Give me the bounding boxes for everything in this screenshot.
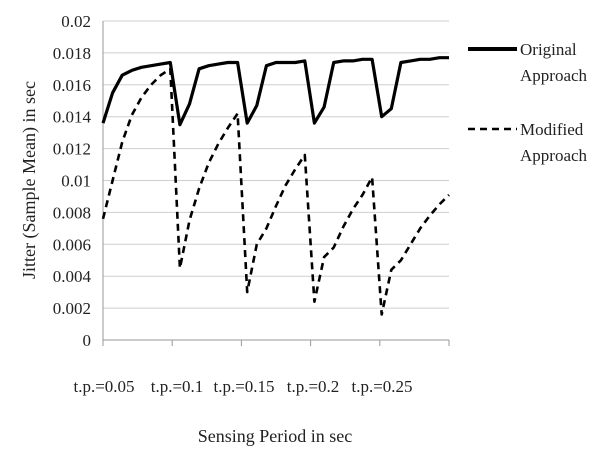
y-tick-label: 0.018: [53, 44, 91, 63]
legend-label: Approach: [520, 66, 588, 85]
x-tick-label: t.p.=0.1: [151, 377, 204, 396]
legend-label: Original: [520, 40, 577, 59]
x-tick-labels: t.p.=0.05 t.p.=0.1 t.p.=0.15 t.p.=0.2 t.p.=0…: [73, 377, 412, 396]
axes: [102, 21, 450, 346]
y-tick-label: 0.02: [61, 12, 91, 31]
series-modified-line: [101, 67, 450, 316]
x-tick-label: t.p.=0.2: [287, 377, 340, 396]
y-tick-label: 0.004: [53, 267, 92, 286]
y-tick-label: 0.016: [53, 76, 91, 95]
y-tick-label: 0.014: [53, 108, 92, 127]
x-axis-label: Sensing Period in sec: [198, 426, 353, 446]
y-tick-label: 0.008: [53, 203, 91, 222]
series-lines: [101, 56, 450, 316]
x-tick-label: t.p.=0.15: [213, 377, 274, 396]
y-tick-label: 0.012: [53, 140, 91, 159]
legend: Original Approach Modified Approach: [468, 40, 588, 165]
legend-label: Approach: [520, 146, 588, 165]
series-original-line: [101, 56, 449, 127]
y-tick-label: 0.01: [61, 172, 91, 191]
y-tick-label: 0.002: [53, 299, 91, 318]
y-axis-label: Jitter (Sample Mean) in sec: [19, 81, 40, 279]
legend-label: Modified: [520, 120, 584, 139]
x-tick-label: t.p.=0.25: [351, 377, 412, 396]
grid-lines: [103, 20, 449, 309]
y-tick-label: 0.006: [53, 235, 91, 254]
y-tick-label: 0: [83, 331, 92, 350]
x-tick-label: t.p.=0.05: [73, 377, 134, 396]
y-tick-labels: 0 0.002 0.004 0.006 0.008 0.01 0.012 0.014 0.016…: [53, 12, 92, 350]
